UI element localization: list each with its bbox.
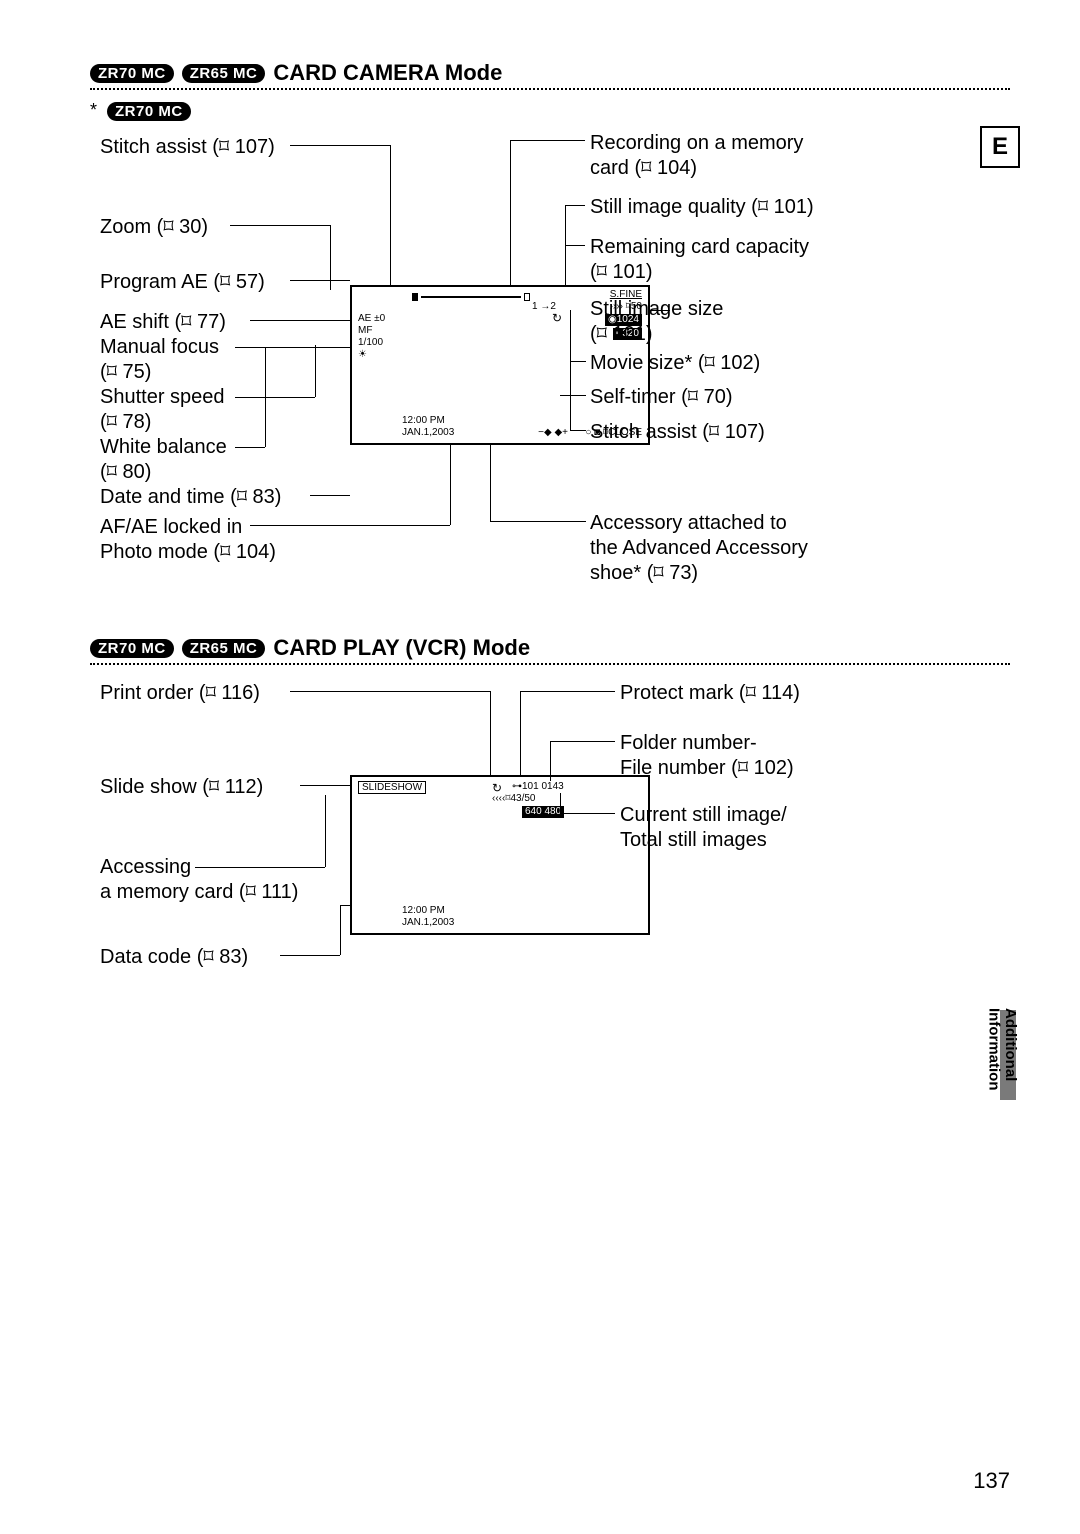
- diagram-card-play: SLIDESHOW ↻ ⊶101 0143 ‹‹‹‹⌑43/50 640 480…: [90, 675, 1010, 1015]
- label-white-balance: White balance (⌑ 80): [100, 435, 227, 485]
- section1-header: ZR70 MC ZR65 MC CARD CAMERA Mode: [90, 60, 1010, 90]
- lcd-count: ⌑43/50: [505, 793, 535, 804]
- lcd-time: 12:00 PM: [402, 415, 445, 426]
- lcd-ae: AE ±0: [358, 313, 385, 324]
- label-movie: Movie size* (⌑ 102): [590, 351, 760, 376]
- lcd-res: 640 480: [522, 806, 564, 818]
- label-zoom: Zoom (⌑ 30): [100, 215, 208, 240]
- badge-zr65-2: ZR65 MC: [182, 639, 266, 658]
- label-manual-focus: Manual focus (⌑ 75): [100, 335, 219, 385]
- label-recording: Recording on a memory card (⌑ 104): [590, 131, 803, 181]
- lcd-shutter: 1/100: [358, 337, 383, 348]
- lcd-time2: 12:00 PM: [402, 905, 445, 916]
- label-selftimer: Self-timer (⌑ 70): [590, 385, 733, 410]
- label-accessing: Accessing a memory card (⌑ 111): [100, 855, 298, 905]
- diagram-card-camera: 1 →2 S.FINE ›››› ⌑50 ◉1024 ▪ 320 AE ±0 M…: [90, 125, 1010, 605]
- label-capacity: Remaining card capacity (⌑ 101): [590, 235, 809, 285]
- label-datetime: Date and time (⌑ 83): [100, 485, 281, 510]
- label-slide-show: Slide show (⌑ 112): [100, 775, 263, 800]
- lcd-folder: 101 0143: [522, 781, 564, 792]
- badge-zr70: ZR70 MC: [90, 64, 174, 83]
- label-quality: Still image quality (⌑ 101): [590, 195, 814, 220]
- lcd-mf: MF: [358, 325, 372, 336]
- lcd-date: JAN.1,2003: [402, 427, 454, 438]
- side-index-label: AdditionalInformation: [985, 1008, 1018, 1091]
- badge-zr70-note: ZR70 MC: [107, 102, 191, 121]
- page-number: 137: [973, 1468, 1010, 1494]
- badge-zr65: ZR65 MC: [182, 64, 266, 83]
- section2-header: ZR70 MC ZR65 MC CARD PLAY (VCR) Mode: [90, 635, 1010, 665]
- label-protect: Protect mark (⌑ 114): [620, 681, 800, 706]
- label-folder: Folder number- File number (⌑ 102): [620, 731, 794, 781]
- label-accessory: Accessory attached to the Advanced Acces…: [590, 511, 808, 586]
- label-program-ae: Program AE (⌑ 57): [100, 270, 265, 295]
- label-afae: AF/AE locked in Photo mode (⌑ 104): [100, 515, 276, 565]
- badge-zr70-2: ZR70 MC: [90, 639, 174, 658]
- section1-title: CARD CAMERA Mode: [273, 60, 502, 86]
- label-print-order: Print order (⌑ 116): [100, 681, 260, 706]
- label-shutter: Shutter speed (⌑ 78): [100, 385, 225, 435]
- lcd-slideshow: SLIDESHOW: [358, 781, 426, 794]
- asterisk-note: * ZR70 MC: [90, 100, 1010, 121]
- lcd-date2: JAN.1,2003: [402, 917, 454, 928]
- section2-title: CARD PLAY (VCR) Mode: [273, 635, 530, 661]
- label-stitch-assist: Stitch assist (⌑ 107): [100, 135, 275, 160]
- label-stitch2: Stitch assist (⌑ 107): [590, 420, 765, 445]
- lcd-screen-2: SLIDESHOW ↻ ⊶101 0143 ‹‹‹‹⌑43/50 640 480…: [350, 775, 650, 935]
- section-tab-e: E: [980, 126, 1020, 168]
- label-datacode: Data code (⌑ 83): [100, 945, 248, 970]
- label-ae-shift: AE shift (⌑ 77): [100, 310, 226, 335]
- label-size: Still image size (⌑ 101): [590, 297, 723, 347]
- label-current: Current still image/ Total still images: [620, 803, 787, 853]
